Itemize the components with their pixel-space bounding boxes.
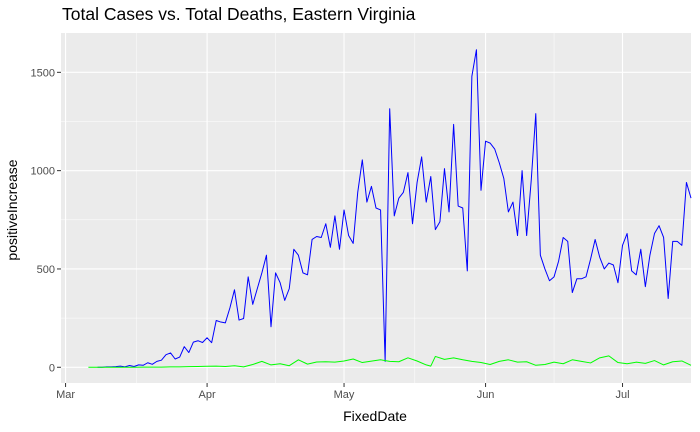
series-line-2 <box>88 355 692 368</box>
y-tick-label: 1000 <box>31 166 55 178</box>
chart-title: Total Cases vs. Total Deaths, Eastern Vi… <box>62 4 416 24</box>
x-tick-label: Jul <box>615 389 629 401</box>
series-layer <box>88 49 692 368</box>
grid-lines <box>61 33 691 383</box>
x-tick-label: Mar <box>56 389 75 401</box>
y-tick-label: 500 <box>37 264 55 276</box>
x-tick-label: Jun <box>477 389 495 401</box>
x-tick-label: May <box>334 389 355 401</box>
y-axis-title: positiveIncrease <box>4 159 20 260</box>
axes: 0 500 1000 1500 Mar Apr May Jun Jul <box>31 67 630 401</box>
x-tick-label: Apr <box>199 389 216 401</box>
y-tick-label: 0 <box>49 362 55 374</box>
series-line-1 <box>97 49 692 368</box>
x-axis-title: FixedDate <box>343 408 407 424</box>
y-tick-label: 1500 <box>31 67 55 79</box>
